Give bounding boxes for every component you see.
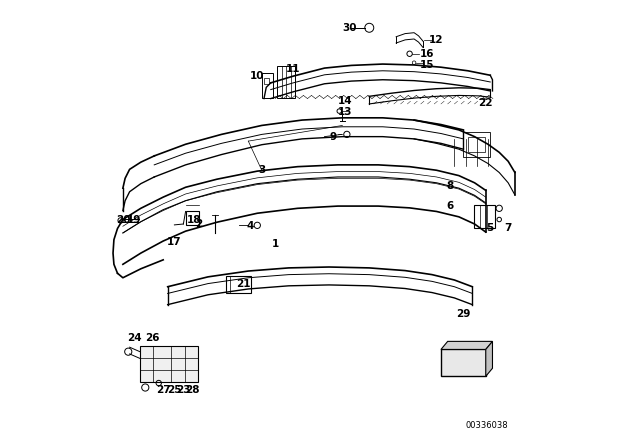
Text: 3: 3 bbox=[258, 165, 266, 175]
Text: 2: 2 bbox=[195, 219, 203, 229]
FancyBboxPatch shape bbox=[441, 349, 486, 376]
Text: 15: 15 bbox=[420, 60, 435, 70]
Text: 30: 30 bbox=[342, 23, 356, 33]
Text: 25: 25 bbox=[167, 385, 182, 395]
Text: 9: 9 bbox=[330, 132, 337, 142]
Text: 16: 16 bbox=[420, 49, 435, 59]
Polygon shape bbox=[486, 341, 493, 376]
Text: 18: 18 bbox=[188, 215, 202, 224]
Text: 00336038: 00336038 bbox=[465, 421, 508, 430]
Text: 23: 23 bbox=[176, 385, 191, 395]
Text: 20: 20 bbox=[116, 215, 130, 224]
Text: 19: 19 bbox=[127, 215, 141, 224]
FancyBboxPatch shape bbox=[140, 346, 198, 382]
Text: 1: 1 bbox=[271, 239, 279, 249]
Text: 13: 13 bbox=[337, 107, 352, 117]
Text: 11: 11 bbox=[286, 65, 300, 74]
Text: 27: 27 bbox=[156, 385, 170, 395]
Text: 28: 28 bbox=[185, 385, 200, 395]
Text: 6: 6 bbox=[446, 201, 454, 211]
Text: 8: 8 bbox=[446, 181, 454, 191]
Text: 10: 10 bbox=[250, 71, 264, 81]
Text: 14: 14 bbox=[337, 96, 352, 106]
Text: 5: 5 bbox=[486, 224, 494, 233]
Polygon shape bbox=[441, 341, 493, 349]
Text: 21: 21 bbox=[237, 280, 251, 289]
Text: 4: 4 bbox=[247, 221, 254, 231]
Text: 17: 17 bbox=[167, 237, 182, 247]
Text: 26: 26 bbox=[145, 333, 159, 343]
Text: 22: 22 bbox=[479, 98, 493, 108]
Text: 12: 12 bbox=[429, 35, 444, 45]
Text: 7: 7 bbox=[504, 224, 512, 233]
Text: 29: 29 bbox=[456, 309, 470, 319]
Text: 24: 24 bbox=[127, 333, 141, 343]
